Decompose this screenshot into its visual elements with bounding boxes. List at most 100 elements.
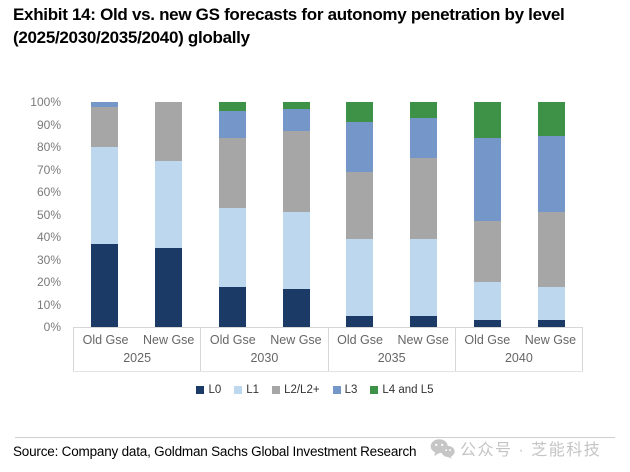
bar-segment-l2-l2- xyxy=(410,158,438,240)
y-tick-label: 50% xyxy=(36,207,61,222)
year-group-2025: Old Gse New Gse 2025 xyxy=(73,328,200,371)
legend-label: L1 xyxy=(246,384,260,396)
bar-segment-l1 xyxy=(410,239,438,316)
y-tick-label: 60% xyxy=(36,185,61,199)
source-note: Source: Company data, Goldman Sachs Glob… xyxy=(13,444,417,459)
bar-segment-l4-and-l5 xyxy=(410,102,438,118)
bar-old-gse-2035 xyxy=(346,102,374,327)
exhibit-title: Exhibit 14: Old vs. new GS forecasts for… xyxy=(13,5,565,47)
bar-segment-l0 xyxy=(346,315,374,327)
bar-old-gse-2040 xyxy=(473,102,501,327)
y-tick-label: 100% xyxy=(30,95,61,109)
bar-labels-row: Old Gse New Gse xyxy=(74,328,200,351)
year-label: 2040 xyxy=(504,351,533,366)
bar-segment-l0 xyxy=(410,315,438,327)
y-tick-label: 0% xyxy=(43,320,61,334)
bar-segment-l3 xyxy=(537,135,565,213)
year-label: 2035 xyxy=(377,351,406,366)
bar-slot xyxy=(201,102,265,327)
bar-segment-l4-and-l5 xyxy=(282,102,310,109)
y-tick-label: 70% xyxy=(36,162,61,177)
bar-segment-l2-l2- xyxy=(537,212,565,287)
bar-label: Old Gse xyxy=(209,332,256,347)
bar-segment-l1 xyxy=(473,282,501,321)
bar-slot xyxy=(392,102,456,327)
bar-segment-l3 xyxy=(218,111,246,138)
year-label: 2025 xyxy=(123,351,152,366)
wechat-icon xyxy=(430,438,455,459)
legend-label: L2/L2+ xyxy=(284,384,320,396)
bar-slot xyxy=(456,102,520,327)
bar-segment-l0 xyxy=(218,286,246,327)
bar-segment-l4-and-l5 xyxy=(473,102,501,138)
bar-segment-l1 xyxy=(282,212,310,289)
legend-item-l4-and-l5: L4 and L5 xyxy=(370,384,434,396)
y-tick-label: 80% xyxy=(36,140,61,154)
legend-label: L3 xyxy=(344,384,358,396)
plot-area xyxy=(73,102,583,327)
bar-segment-l4-and-l5 xyxy=(537,102,565,136)
bar-slot xyxy=(264,102,328,327)
legend-item-l2-l2-: L2/L2+ xyxy=(272,384,320,396)
bar-label: New Gse xyxy=(397,332,449,347)
bar-slot xyxy=(328,102,392,327)
bar-old-gse-2030 xyxy=(218,102,246,327)
legend-label: L4 and L5 xyxy=(382,384,434,396)
bar-segment-l0 xyxy=(91,243,119,327)
bar-segment-l2-l2- xyxy=(473,221,501,282)
bar-label: Old Gse xyxy=(82,332,129,347)
bar-label: Old Gse xyxy=(464,332,511,347)
bar-segment-l0 xyxy=(282,288,310,327)
bar-slot xyxy=(137,102,201,327)
legend-item-l3: L3 xyxy=(332,384,358,396)
bar-segment-l1 xyxy=(346,239,374,316)
year-group-2040: Old Gse New Gse 2040 xyxy=(454,328,583,371)
legend-item-l0: L0 xyxy=(196,384,221,396)
legend-swatch xyxy=(332,386,341,394)
legend: L0 L1 L2/L2+ L3 L4 and L5 xyxy=(0,384,630,396)
y-tick-label: 20% xyxy=(36,275,61,289)
legend-label: L0 xyxy=(208,384,222,396)
bar-labels-row: Old Gse New Gse xyxy=(456,328,582,351)
watermark: 公众号 · 芝能科技 xyxy=(430,436,601,460)
bar-segment-l3 xyxy=(282,108,310,132)
bar-new-gse-2035 xyxy=(410,102,438,327)
bar-segment-l3 xyxy=(91,102,119,107)
bar-segment-l1 xyxy=(91,147,119,244)
bar-segment-l4-and-l5 xyxy=(346,102,374,123)
bar-label: Old Gse xyxy=(337,332,383,347)
bar-segment-l0 xyxy=(537,320,565,327)
y-tick-label: 90% xyxy=(36,117,61,132)
legend-swatch xyxy=(370,386,379,394)
year-group-2030: Old Gse New Gse 2030 xyxy=(200,328,327,371)
y-tick-label: 40% xyxy=(36,230,61,244)
bar-label: New Gse xyxy=(270,332,322,347)
legend-item-l1: L1 xyxy=(234,384,259,396)
bar-segment-l0 xyxy=(473,320,501,327)
legend-swatch xyxy=(234,386,243,394)
bar-segment-l2-l2- xyxy=(282,131,310,213)
y-axis: 0% 10% 20% 30% 40% 50% 60% 70% 80% 90% 100% xyxy=(0,95,66,334)
y-tick-label: 30% xyxy=(36,252,61,267)
bar-labels-row: Old Gse New Gse xyxy=(201,328,327,351)
bar-new-gse-2040 xyxy=(537,102,565,327)
bar-segment-l0 xyxy=(155,248,183,327)
bar-segment-l2-l2- xyxy=(346,171,374,240)
watermark-text: 公众号 · 芝能科技 xyxy=(460,442,602,459)
legend-swatch xyxy=(272,386,281,394)
bar-segment-l4-and-l5 xyxy=(218,102,246,111)
legend-swatch xyxy=(196,386,205,394)
bar-slot xyxy=(73,102,137,327)
bar-old-gse-2025 xyxy=(91,102,119,327)
bar-label: New Gse xyxy=(524,332,577,347)
bar-slot xyxy=(519,102,583,327)
year-group-2035: Old Gse New Gse 2035 xyxy=(327,328,455,371)
bar-segment-l3 xyxy=(346,122,374,172)
bar-segment-l1 xyxy=(218,207,246,287)
bar-new-gse-2025 xyxy=(155,102,183,327)
footer-divider xyxy=(15,437,615,438)
bar-segment-l1 xyxy=(155,160,183,249)
bar-segment-l2-l2- xyxy=(155,102,183,161)
bar-label: New Gse xyxy=(142,332,195,347)
